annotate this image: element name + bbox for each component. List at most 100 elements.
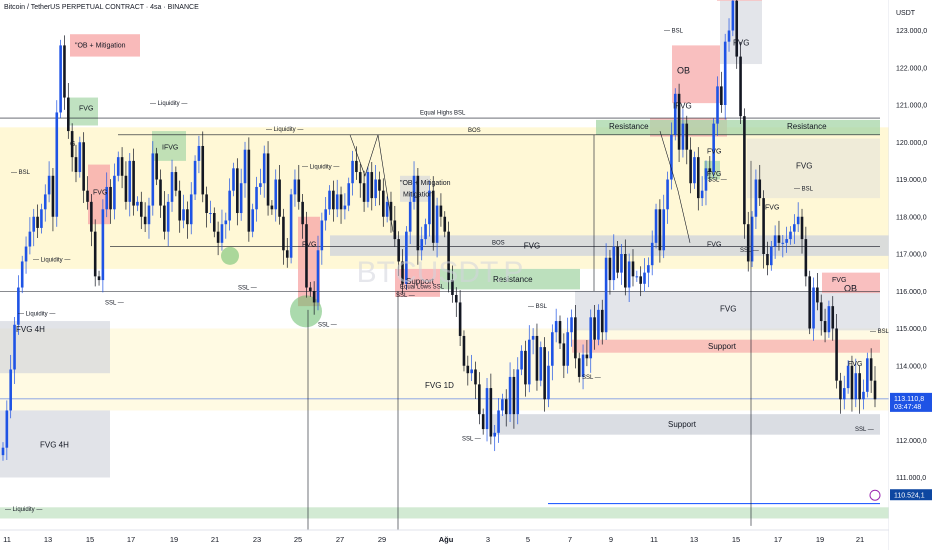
candle-body — [696, 157, 700, 199]
candle-body — [239, 183, 243, 214]
price-axis-tick: 120.000,0 — [896, 140, 927, 147]
candle-body — [635, 276, 639, 278]
candle-body — [869, 358, 873, 381]
candle-body — [13, 324, 16, 370]
label-bsl: — BSL — [528, 304, 548, 310]
candle-body — [858, 373, 861, 400]
candle-body — [78, 142, 82, 173]
candle-body — [504, 399, 508, 415]
time-axis[interactable]: 11 13 15 17 19 21 23 25 27 29 Ağu 3 5 7 9 11 13 15 17 19 21 — [0, 529, 889, 544]
candle-body — [443, 216, 447, 232]
candle-body — [866, 358, 869, 392]
zone-ob-right — [822, 272, 880, 294]
price-axis-tick: 116.000,0 — [896, 289, 927, 296]
candle-body — [581, 354, 585, 377]
label-ssl: SSL — — [318, 323, 337, 329]
candle-body — [612, 246, 616, 281]
label-support-pink: Support — [708, 342, 737, 351]
candle-body — [178, 190, 182, 221]
candle-body — [627, 261, 631, 288]
candle-body — [466, 365, 470, 374]
candle-body — [93, 231, 97, 277]
candle-body — [562, 343, 566, 366]
label-fvg-red-2: FVG — [302, 242, 316, 249]
candle-body — [224, 220, 228, 225]
candle-body — [255, 186, 258, 210]
label-bsl: — BSL — [794, 187, 814, 193]
time-axis-tick: 19 — [816, 535, 824, 544]
candle-body — [527, 339, 531, 385]
label-bos-2: BOS — [492, 241, 505, 247]
zone-ob-top — [717, 0, 762, 1]
candle-body — [358, 172, 362, 184]
candle-body — [654, 209, 658, 243]
label-equal-highs: Equal Highs BSL — [420, 110, 466, 116]
zone-fvg-top — [720, 0, 762, 65]
candle-body — [543, 347, 546, 400]
label-fvg-right: FVG — [796, 161, 812, 170]
label-fvg-right-2: FVG — [765, 204, 779, 211]
candle-body — [631, 261, 635, 277]
candle-body — [282, 216, 285, 251]
candle-body — [136, 201, 139, 206]
candle-body — [746, 224, 750, 262]
label-liquidity: — Liquidity — — [150, 101, 187, 107]
price-axis-unit: USDT — [896, 10, 916, 17]
candle-body — [551, 332, 554, 366]
candle-body — [700, 190, 704, 199]
candle-body — [624, 254, 627, 288]
candle-body — [285, 250, 289, 258]
time-axis-tick: 17 — [127, 535, 135, 544]
candle-body — [723, 41, 727, 105]
chart-title: Bitcoin / TetherUS PERPETUAL CONTRACT · … — [4, 4, 199, 11]
label-ob-right: OB — [844, 283, 857, 293]
label-ssl: SSL — — [582, 375, 601, 381]
label-fvg-green: FVG — [79, 106, 93, 113]
price-axis[interactable]: USDT 111.000,0112.000,0113.000,0114.000,… — [888, 0, 932, 550]
candle-body — [524, 350, 527, 385]
time-axis-tick: 27 — [336, 535, 344, 544]
candle-body — [197, 145, 201, 161]
candle-body — [151, 153, 155, 206]
candle-body — [800, 216, 804, 240]
candle-body — [9, 369, 12, 411]
candle-body — [339, 194, 343, 210]
label-fvg-green-small: FVG — [707, 171, 721, 178]
candle-body — [51, 175, 55, 217]
candle-body — [501, 399, 504, 411]
candle-body — [812, 287, 815, 329]
candle-body — [74, 157, 78, 173]
candle-body — [677, 93, 681, 150]
candle-body — [293, 179, 297, 195]
candle-body — [166, 201, 170, 232]
candle-body — [474, 369, 477, 385]
candle-body — [182, 209, 185, 221]
candle-body — [201, 145, 205, 195]
candle-body — [381, 190, 385, 217]
label-fvg-4h-upper: FVG 4H — [16, 325, 45, 334]
candle-body — [243, 149, 247, 184]
candle-body — [216, 231, 220, 243]
candle-body — [101, 209, 105, 281]
zone-ob-red — [672, 45, 720, 104]
candle-body — [139, 201, 143, 217]
candle-body — [228, 190, 231, 221]
zone-resistance-green — [440, 268, 580, 290]
candle-body — [109, 186, 112, 210]
candle-body — [846, 365, 850, 389]
candle-body — [489, 388, 493, 437]
time-axis-tick: 21 — [856, 535, 864, 544]
candle-body — [773, 235, 777, 247]
candle-body — [743, 116, 746, 225]
candle-body — [97, 276, 101, 281]
time-axis-tick: 11 — [3, 535, 11, 544]
label-ob-mitigation-2: "OB + Mitigation — [400, 180, 451, 187]
label-liquidity: — Liquidity — — [33, 257, 70, 263]
candle-body — [90, 201, 93, 232]
candle-body — [328, 190, 331, 210]
candle-body — [451, 280, 454, 295]
move-arrow — [659, 130, 691, 243]
candle-body — [28, 231, 32, 247]
candle-body — [209, 213, 212, 215]
